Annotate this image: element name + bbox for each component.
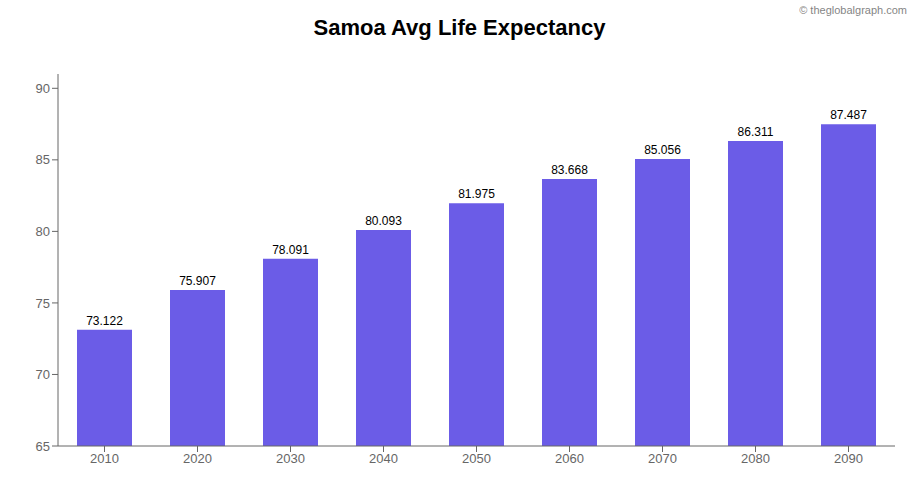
svg-text:90: 90 (36, 81, 50, 96)
svg-text:2040: 2040 (369, 451, 398, 466)
svg-text:80: 80 (36, 224, 50, 239)
svg-text:85: 85 (36, 152, 50, 167)
svg-text:83.668: 83.668 (551, 163, 588, 177)
svg-text:2050: 2050 (462, 451, 491, 466)
svg-text:2070: 2070 (648, 451, 677, 466)
svg-text:2060: 2060 (555, 451, 584, 466)
svg-text:86.311: 86.311 (738, 125, 774, 139)
svg-text:2010: 2010 (90, 451, 119, 466)
svg-text:87.487: 87.487 (830, 108, 867, 122)
svg-text:78.091: 78.091 (272, 243, 309, 257)
svg-text:2030: 2030 (276, 451, 305, 466)
svg-text:2090: 2090 (834, 451, 863, 466)
svg-text:73.122: 73.122 (86, 314, 123, 328)
svg-text:75.907: 75.907 (179, 274, 216, 288)
svg-text:70: 70 (36, 367, 50, 382)
svg-text:81.975: 81.975 (458, 187, 495, 201)
html-text:Samoa Avg Life Expectancy: Samoa Avg Life Expectancy (313, 15, 606, 40)
svg-text:65: 65 (36, 439, 50, 454)
svg-text:80.093: 80.093 (365, 214, 402, 228)
svg-text:85.056: 85.056 (644, 143, 681, 157)
html-text:© theglobalgraph.com: © theglobalgraph.com (799, 4, 907, 16)
svg-text:2020: 2020 (183, 451, 212, 466)
svg-text:2080: 2080 (741, 451, 770, 466)
svg-text:75: 75 (36, 296, 50, 311)
